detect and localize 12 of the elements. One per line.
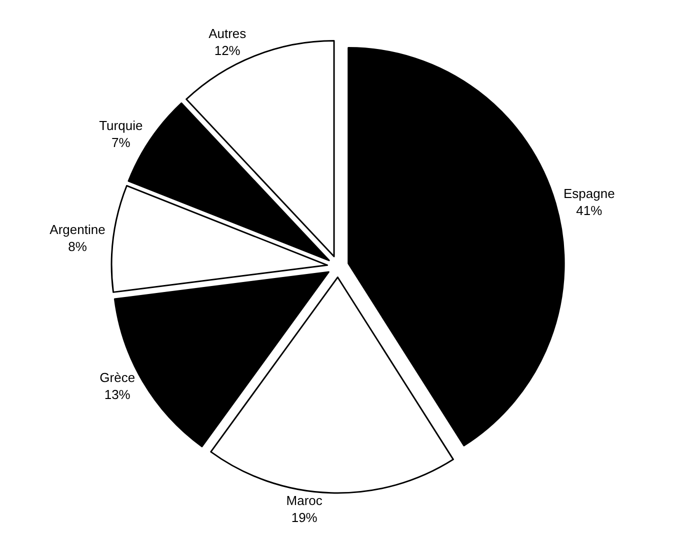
data-label: 19%	[291, 510, 318, 525]
slice-label: Grèce	[100, 370, 136, 385]
slice-label: Argentine	[50, 222, 106, 237]
data-label: 41%	[576, 203, 603, 218]
slice-label: Turquie	[99, 118, 143, 134]
data-label: 13%	[104, 386, 131, 402]
slice-label: Autres	[208, 26, 247, 42]
slice-label: Maroc	[286, 492, 323, 508]
data-label: 8%	[68, 238, 88, 254]
slice-label: Espagne	[563, 186, 615, 202]
data-label: 7%	[111, 135, 131, 150]
data-label: 12%	[214, 43, 241, 58]
